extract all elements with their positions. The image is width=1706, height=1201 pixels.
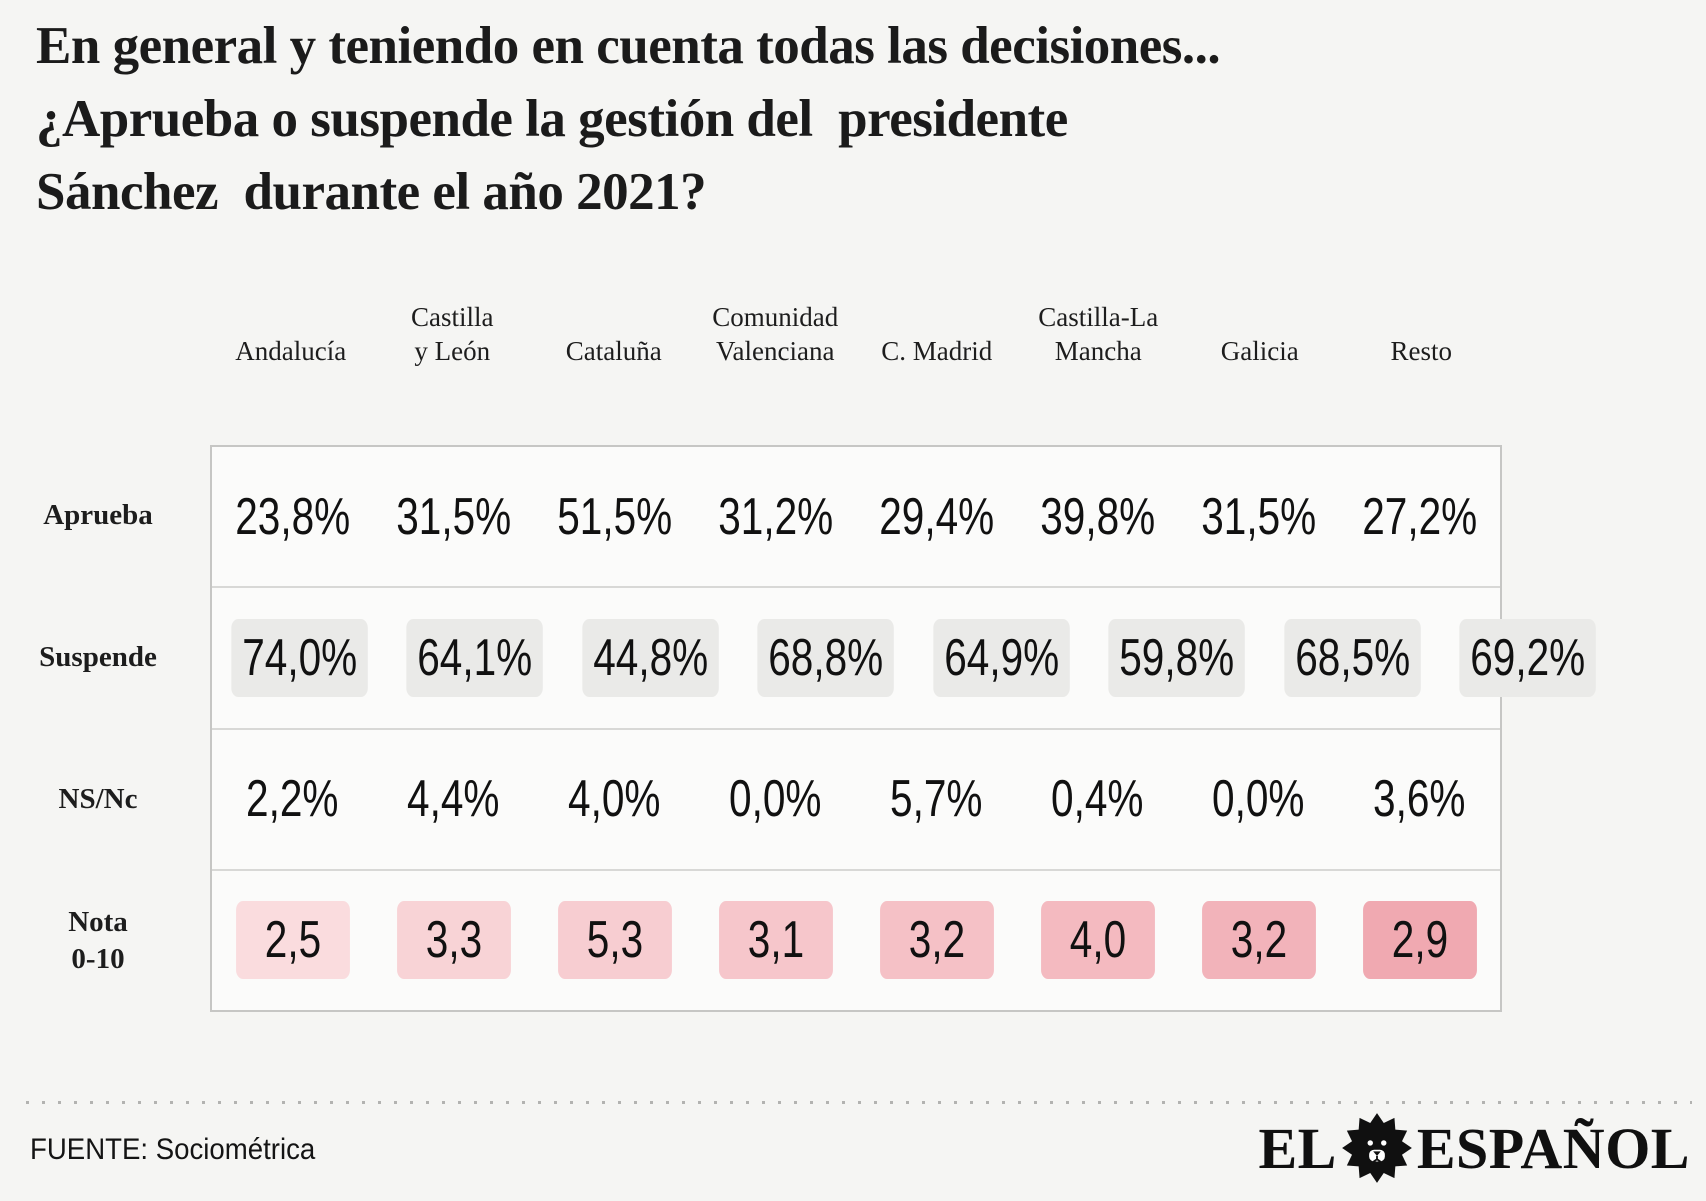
cell-aprueba-resto: 27,2% [1361,487,1477,546]
title-line-2: ¿Aprueba o suspende la gestión del presi… [36,90,1068,148]
cell-aprueba-galicia: 31,5% [1200,487,1316,546]
cell-suspende-galicia: 68,5% [1265,588,1440,727]
cell-nota-andalucía: 2,5 [212,871,373,1010]
row-label-suspende: Suspende [39,641,157,674]
chart-title: En general y teniendo en cuenta todas la… [36,10,1221,229]
title-line-3: Sánchez durante el año 2021? [36,163,707,221]
cell-suspende-andalucía: 74,0% [212,588,387,727]
source-text: FUENTE: Sociométrica [30,1133,316,1166]
column-header-comunidad-valenciana: Comunidad Valenciana [712,302,839,366]
cell-aprueba-castilla-y-león: 31,5% [395,487,511,546]
dotted-separator [26,1101,1692,1104]
table-row-ns-nc: 2,2% 4,4% 4,0% 0,0% 5,7% 0,4% 0,0% 3,6% [212,727,1500,869]
cell-suspende-c-madrid: 64,9% [914,588,1089,727]
cell-aprueba-cataluña: 51,5% [556,487,672,546]
table-row-suspende: 74,0% 64,1% 44,8% 68,8% 64,9% 59,8% 68,5% 69,2% [212,586,1597,727]
cell-suspende-castilla-la-mancha: 59,8% [1089,588,1264,727]
brand-logo: EL ESPAÑOL [1258,1112,1690,1184]
data-table: 23,8% 31,5% 51,5% 31,2% 29,4% 39,8% 31,5% 27,2%… [210,445,1597,1012]
brand-espanol-text: ESPAÑOL [1416,1115,1690,1181]
cell-nota-cataluña: 5,3 [534,871,695,1010]
row-label-nota-0-10: Nota 0-10 [68,906,128,976]
cell-suspende-resto: 69,2% [1440,588,1615,727]
cell-ns-nc-castilla-la-mancha: 0,4% [1051,770,1144,829]
cell-suspende-castilla-y-león: 64,1% [387,588,562,727]
column-header-c-madrid: C. Madrid [881,336,993,366]
column-header-cataluña: Cataluña [565,336,662,366]
row-labels: Aprueba Suspende NS/Nc Nota 0-10 [0,445,210,1012]
cell-ns-nc-resto: 3,6% [1373,770,1466,829]
cell-aprueba-c-madrid: 29,4% [878,487,994,546]
column-header-andalucía: Andalucía [235,336,347,366]
title-line-1: En general y teniendo en cuenta todas la… [36,17,1221,75]
cell-ns-nc-andalucía: 2,2% [246,770,339,829]
cell-ns-nc-galicia: 0,0% [1212,770,1305,829]
column-header-resto: Resto [1390,336,1452,366]
row-label-aprueba: Aprueba [43,499,153,532]
brand-el-text: EL [1258,1115,1337,1181]
cell-aprueba-comunidad-valenciana: 31,2% [717,487,833,546]
cell-nota-resto: 2,9 [1339,871,1500,1010]
table-row-nota-0-10: 2,5 3,3 5,3 3,1 3,2 4,0 3,2 2,9 [212,868,1500,1010]
column-headers: Andalucía Castilla y León Cataluña Comunidad… [210,286,1502,372]
column-header-castilla-la-mancha: Castilla-La Mancha [1038,302,1159,366]
column-header-galicia: Galicia [1220,336,1299,366]
cell-suspende-comunidad-valenciana: 68,8% [738,588,913,727]
cell-ns-nc-castilla-y-león: 4,4% [407,770,500,829]
cell-ns-nc-cataluña: 4,0% [568,770,661,829]
cell-ns-nc-c-madrid: 5,7% [890,770,983,829]
column-header-castilla-y-león: Castilla y León [411,302,494,366]
cell-ns-nc-comunidad-valenciana: 0,0% [729,770,822,829]
cell-nota-comunidad-valenciana: 3,1 [695,871,856,1010]
cell-nota-castilla-y-león: 3,3 [373,871,534,1010]
row-label-ns-nc: NS/Nc [58,782,138,815]
cell-aprueba-andalucía: 23,8% [234,487,350,546]
cell-suspende-cataluña: 44,8% [563,588,738,727]
table-row-aprueba: 23,8% 31,5% 51,5% 31,2% 29,4% 39,8% 31,5% 27,2% [212,447,1500,586]
cell-nota-c-madrid: 3,2 [856,871,1017,1010]
cell-nota-castilla-la-mancha: 4,0 [1017,871,1178,1010]
cell-nota-galicia: 3,2 [1178,871,1339,1010]
lion-icon [1341,1113,1412,1183]
cell-aprueba-castilla-la-mancha: 39,8% [1039,487,1155,546]
